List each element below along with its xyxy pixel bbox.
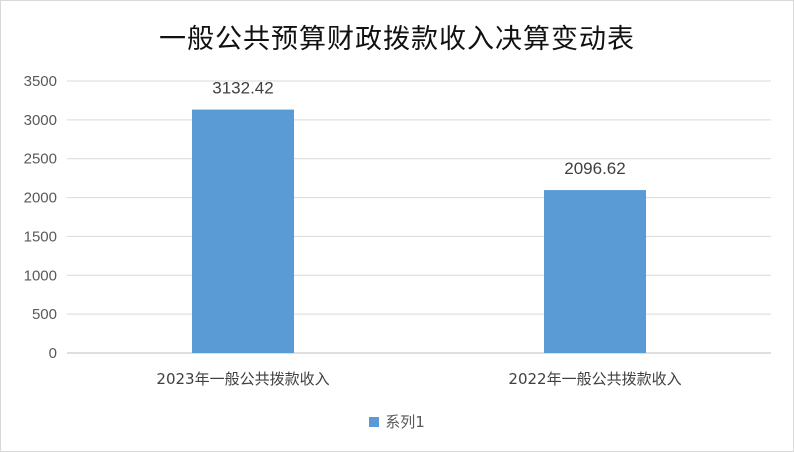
y-tick-label: 3500 — [24, 73, 57, 90]
data-label: 3132.42 — [212, 79, 273, 98]
x-category-label: 2022年一般公共拨款收入 — [508, 370, 681, 388]
chart-title: 一般公共预算财政拨款收入决算变动表 — [159, 24, 635, 55]
legend: 系列1 — [1, 411, 793, 432]
bar — [192, 109, 294, 353]
y-tick-label: 2000 — [24, 190, 57, 207]
data-label: 2096.62 — [564, 159, 625, 178]
y-tick-label: 2500 — [24, 151, 57, 168]
legend-label: 系列1 — [385, 413, 425, 431]
y-tick-label: 3000 — [24, 112, 57, 129]
x-category-label: 2023年一般公共拨款收入 — [156, 370, 329, 388]
bar — [544, 190, 646, 353]
y-tick-label: 1500 — [24, 228, 57, 245]
y-tick-label: 500 — [32, 306, 57, 323]
legend-swatch — [369, 416, 380, 427]
y-tick-label: 1000 — [24, 267, 57, 284]
y-tick-label: 0 — [49, 345, 57, 362]
